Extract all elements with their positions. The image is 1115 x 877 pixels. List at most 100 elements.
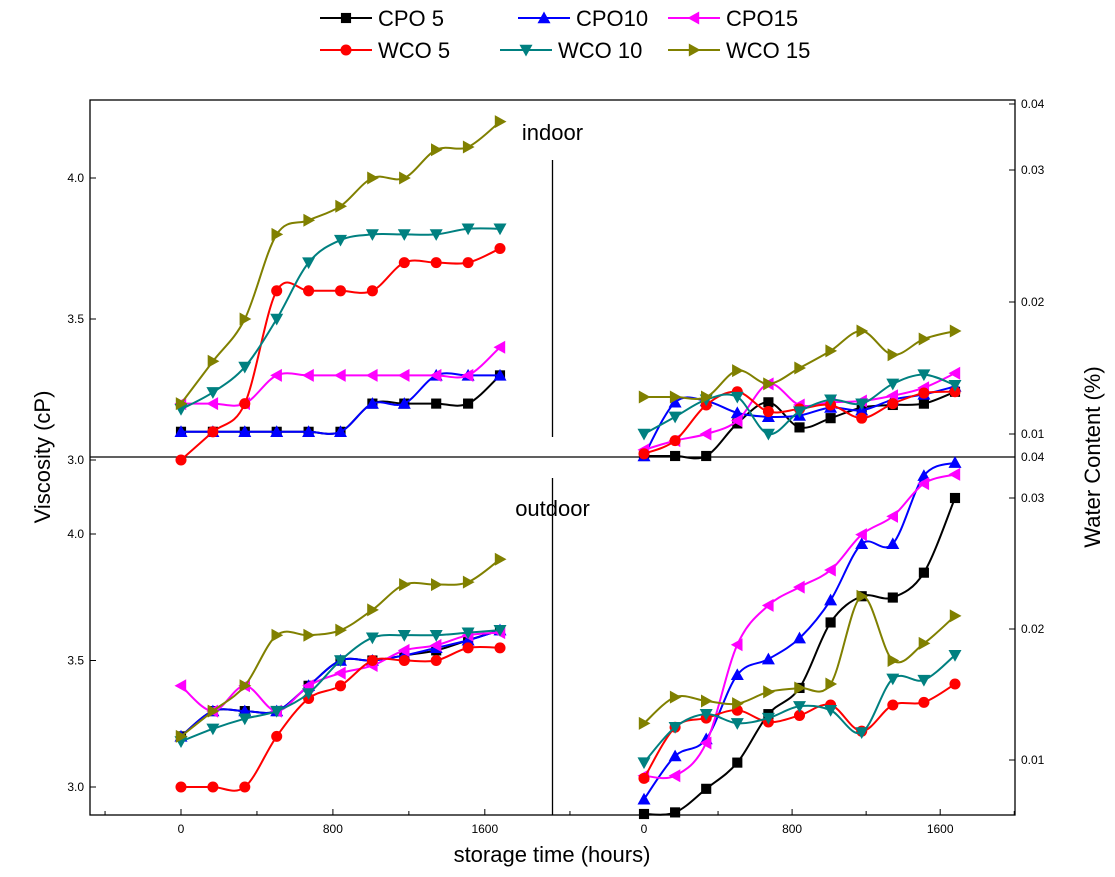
data-point [397,643,410,657]
data-point [886,673,900,686]
data-point [917,369,931,382]
data-point [917,477,930,491]
data-point [334,655,347,667]
data-point [431,578,443,592]
data-point [732,697,744,711]
legend-marker-wco-10 [519,44,533,57]
series-outdoor-water-content-wco-10 [637,650,962,770]
y-tick-label-left: 3.5 [67,312,84,326]
series-indoor-viscosity-cpo15 [174,340,506,411]
data-point [239,679,252,693]
y-tick-label-right: 0.02 [1021,295,1045,309]
data-point [207,354,220,368]
data-point [335,199,347,213]
y-tick-label-left: 4.0 [67,527,84,541]
legend-label-wco-5: WCO 5 [378,38,450,63]
data-point [730,668,744,681]
data-point [761,652,775,665]
y-axis-title-left: Viscosity (cP) [30,391,55,524]
data-point [949,386,961,398]
series-indoor-water-content-cpo10 [637,379,962,462]
data-point [917,674,931,687]
data-point [302,368,314,382]
data-point [431,143,443,157]
data-point [948,467,961,481]
data-point [670,450,681,462]
data-point [668,411,682,424]
data-point [429,630,443,642]
data-point [461,627,475,640]
series-outdoor-water-content-wco-15 [638,589,962,730]
data-point [794,361,806,375]
y-tick-label-right: 0.03 [1021,163,1045,177]
data-point [270,313,284,326]
data-point [462,140,475,154]
series-indoor-water-content-wco-10 [637,369,962,441]
data-point [793,406,806,419]
data-point [701,390,713,404]
data-point [825,617,836,628]
plot-frame [89,99,1016,816]
data-point [668,722,682,734]
data-point [825,413,836,424]
data-point [175,454,187,466]
series-line [643,461,956,800]
data-point [949,678,961,690]
plots: indoor outdoor [174,115,962,820]
data-point [856,589,869,603]
data-point [366,285,378,297]
data-point [429,368,442,382]
y-axis-title-right: Water Content (%) [1080,366,1105,547]
data-point [271,730,283,742]
data-point [334,285,347,297]
data-point [270,705,284,718]
data-point [494,642,506,654]
data-point [763,397,774,408]
data-point [761,598,774,612]
data-point [335,623,347,637]
data-point [638,772,650,784]
data-point [334,425,347,437]
data-point [763,685,775,699]
data-point [699,736,712,750]
data-point [637,792,651,805]
data-point [494,115,507,129]
series-outdoor-water-content-cpo10 [637,456,962,805]
data-point [949,609,962,623]
legend-marker-wco-5 [340,44,352,56]
panel-outdoor: outdoor [174,456,962,820]
data-point [761,428,775,441]
data-point [398,654,410,667]
data-point [637,757,651,770]
data-point [397,630,411,642]
data-point [397,229,411,241]
legend-marker-cpo-5 [340,12,352,24]
data-point [206,723,220,736]
data-point [303,285,315,297]
data-point [494,552,507,566]
legend-marker-wco-15 [688,43,701,57]
legend-label-wco-10: WCO 10 [558,38,642,63]
y-tick-label-right: 0.01 [1021,427,1045,441]
data-point [794,681,806,695]
legend-entry-cpo10: CPO10 [518,6,648,31]
data-point [493,624,507,637]
data-point [730,391,744,404]
data-point [670,807,681,818]
data-point [271,227,284,241]
x-tick-label: 1600 [471,822,498,836]
data-point [334,666,346,680]
data-point [824,705,838,717]
series-indoor-viscosity-wco-15 [175,115,507,411]
data-point [493,340,506,354]
data-point [948,650,962,662]
data-point [886,537,900,550]
data-point [793,580,805,594]
data-point [365,368,378,382]
data-point [271,285,283,297]
data-point [917,469,931,481]
data-point [824,563,836,577]
data-point [429,638,442,652]
data-point [699,708,713,721]
data-point [638,390,651,404]
